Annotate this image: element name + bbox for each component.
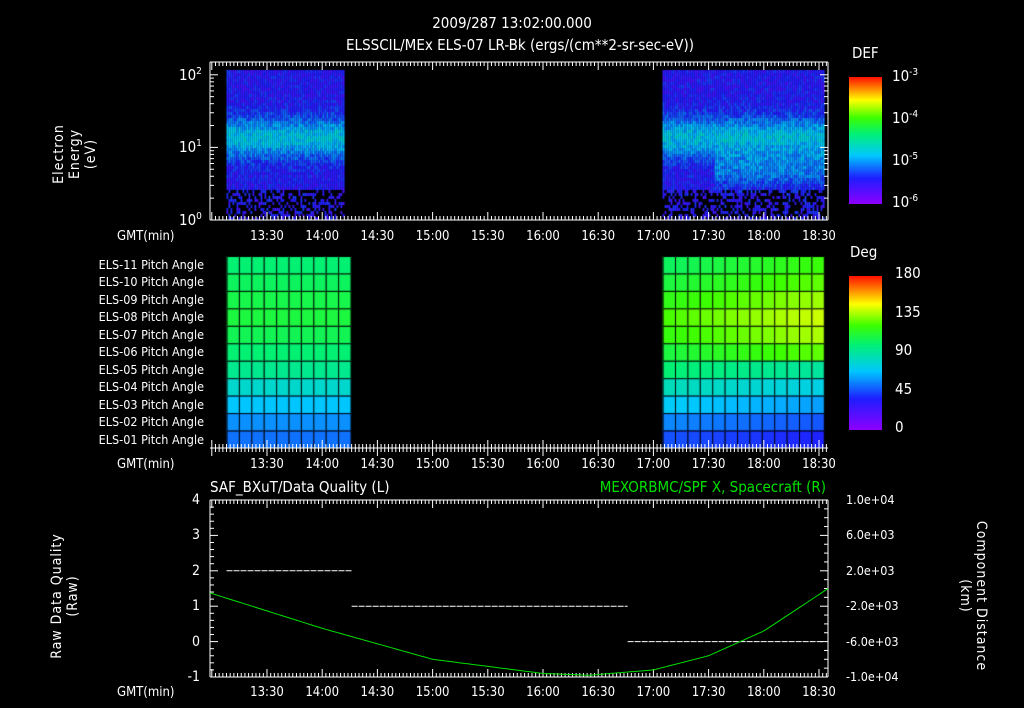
time-tick-label: 15:00 <box>416 458 450 472</box>
time-tick-label: 18:30 <box>802 686 836 700</box>
distance-ytick-label: -1.0e+04 <box>846 670 899 684</box>
time-tick-label: 14:00 <box>305 230 339 244</box>
time-tick-label: 16:00 <box>526 458 560 472</box>
time-tick-label: 16:00 <box>526 686 560 700</box>
left-series-title: SAF_BXuT/Data Quality (L) <box>210 480 389 494</box>
time-tick-label: 17:00 <box>637 686 671 700</box>
energy-ylabel: Electron Energy (eV) <box>51 99 99 209</box>
distance-ytick-label: -2.0e+03 <box>846 599 899 613</box>
def-label: DEF <box>852 46 879 60</box>
pitch-angle-row-label: ELS-11 Pitch Angle <box>99 258 204 272</box>
time-tick-label: 16:00 <box>526 230 560 244</box>
pitch-angle-row-label: ELS-09 Pitch Angle <box>99 293 204 307</box>
deg-colorbar-tick: 135 <box>895 305 921 319</box>
pitch-angle-row-label: ELS-08 Pitch Angle <box>99 310 204 324</box>
quality-ytick-label: 3 <box>192 528 200 542</box>
time-tick-label: 18:00 <box>747 230 781 244</box>
time-tick-label: 18:30 <box>802 230 836 244</box>
def-colorbar-tick: 10-3 <box>892 66 918 83</box>
pitch-angle-row-label: ELS-04 Pitch Angle <box>99 380 204 394</box>
time-tick-label: 16:30 <box>581 458 615 472</box>
quality-ytick-label: 4 <box>192 493 200 507</box>
time-tick-label: 17:00 <box>637 458 671 472</box>
time-tick-label: 18:00 <box>747 458 781 472</box>
time-tick-label: 15:00 <box>416 686 450 700</box>
energy-ytick-label: 102 <box>179 65 202 82</box>
time-tick-label: 17:30 <box>692 458 726 472</box>
time-tick-label: 16:30 <box>581 686 615 700</box>
quality-ytick-label: 1 <box>192 599 200 613</box>
time-tick-label: 17:30 <box>692 230 726 244</box>
deg-colorbar-tick: 0 <box>895 420 904 434</box>
pitch-angle-row-label: ELS-05 Pitch Angle <box>99 363 204 377</box>
pitch-angle-row-label: ELS-10 Pitch Angle <box>99 275 204 289</box>
distance-ytick-label: 2.0e+03 <box>846 564 895 578</box>
time-tick-label: 13:30 <box>250 686 284 700</box>
quality-ylabel: Raw Data Quality (Raw) <box>49 531 81 661</box>
time-axis-label: GMT(min) <box>117 230 174 244</box>
time-tick-label: 15:30 <box>471 686 505 700</box>
distance-ytick-label: 1.0e+04 <box>846 493 895 507</box>
time-tick-label: 16:30 <box>581 230 615 244</box>
time-tick-label: 14:30 <box>361 458 395 472</box>
distance-ytick-label: 6.0e+03 <box>846 528 895 542</box>
pitch-angle-row-label: ELS-01 Pitch Angle <box>99 433 204 447</box>
time-tick-label: 17:30 <box>692 686 726 700</box>
pitch-angle-row-label: ELS-06 Pitch Angle <box>99 345 204 359</box>
time-tick-label: 17:00 <box>637 230 671 244</box>
def-colorbar-tick: 10-4 <box>892 108 918 125</box>
spf-x-line <box>210 589 828 676</box>
quality-ytick-label: 2 <box>192 564 200 578</box>
time-tick-label: 18:00 <box>747 686 781 700</box>
def-colorbar-tick: 10-6 <box>892 192 918 209</box>
time-axis-label: GMT(min) <box>117 458 174 472</box>
time-tick-label: 14:30 <box>361 230 395 244</box>
deg-colorbar-tick: 90 <box>895 343 912 357</box>
time-tick-label: 13:30 <box>250 458 284 472</box>
time-tick-label: 13:30 <box>250 230 284 244</box>
quality-ytick-label: -1 <box>187 670 200 684</box>
deg-colorbar-tick: 180 <box>895 266 921 280</box>
time-tick-label: 15:30 <box>471 230 505 244</box>
def-colorbar-tick: 10-5 <box>892 150 918 167</box>
pitch-angle-row-label: ELS-02 Pitch Angle <box>99 415 204 429</box>
energy-ytick-label: 100 <box>179 210 202 227</box>
pitch-angle-row-label: ELS-07 Pitch Angle <box>99 328 204 342</box>
time-tick-label: 15:30 <box>471 458 505 472</box>
energy-ytick-label: 101 <box>179 137 202 154</box>
right-series-title: MEXORBMC/SPF X, Spacecraft (R) <box>600 480 826 494</box>
distance-ytick-label: -6.0e+03 <box>846 635 899 649</box>
time-tick-label: 18:30 <box>802 458 836 472</box>
quality-ytick-label: 0 <box>192 635 200 649</box>
deg-colorbar-tick: 45 <box>895 382 912 396</box>
time-tick-label: 14:00 <box>305 458 339 472</box>
deg-label: Deg <box>850 245 877 259</box>
time-tick-label: 14:30 <box>361 686 395 700</box>
distance-ylabel: Component Distance (km) <box>957 516 989 676</box>
pitch-angle-row-label: ELS-03 Pitch Angle <box>99 398 204 412</box>
time-axis-label: GMT(min) <box>117 686 174 700</box>
time-tick-label: 14:00 <box>305 686 339 700</box>
time-tick-label: 15:00 <box>416 230 450 244</box>
